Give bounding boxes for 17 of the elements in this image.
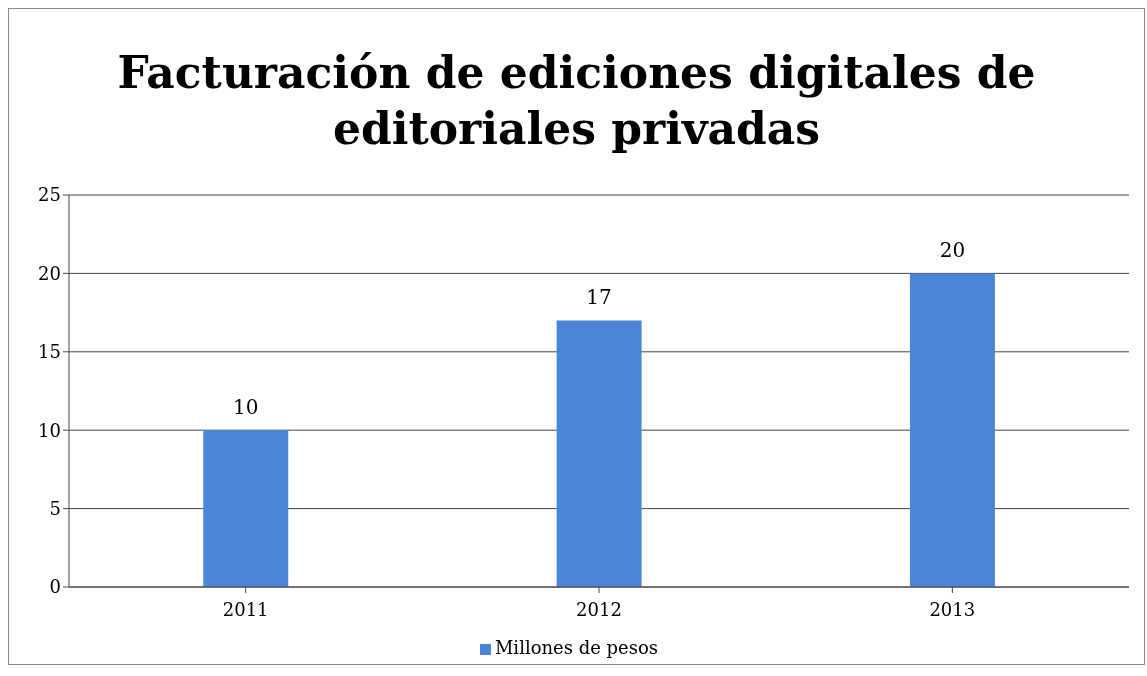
x-tick-label: 2012 xyxy=(576,598,622,620)
y-tick-label: 25 xyxy=(38,184,61,206)
bar xyxy=(909,273,995,587)
data-label: 20 xyxy=(939,238,966,263)
y-tick-label: 0 xyxy=(49,576,61,598)
data-label: 10 xyxy=(233,395,259,420)
bar xyxy=(203,430,289,587)
bar xyxy=(556,320,642,587)
y-tick-label: 5 xyxy=(49,497,61,519)
y-tick-label: 20 xyxy=(38,262,61,284)
y-tick-label: 10 xyxy=(38,419,61,441)
y-tick-label: 15 xyxy=(38,341,61,363)
data-label: 17 xyxy=(586,285,612,310)
x-tick-label: 2013 xyxy=(929,598,976,620)
legend-label: Millones de pesos xyxy=(494,637,659,658)
chart-title: Facturación de ediciones digitales de editoriales privadas xyxy=(116,46,1037,156)
x-tick-label: 2011 xyxy=(222,598,269,620)
